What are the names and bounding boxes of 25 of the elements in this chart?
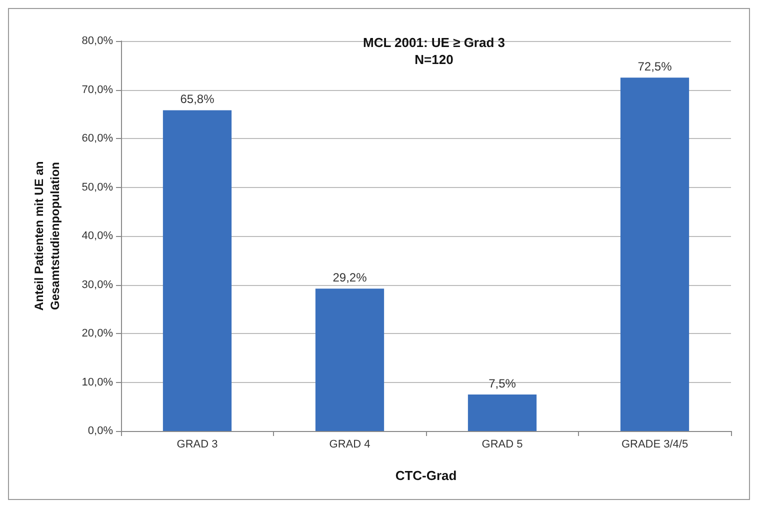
y-axis-title: Anteil Patienten mit UE an Gesamtstudienpopulation bbox=[32, 161, 62, 311]
data-label: 7,5% bbox=[488, 376, 516, 390]
data-label: 65,8% bbox=[180, 92, 215, 106]
y-tick-label: 50,0% bbox=[82, 181, 114, 194]
y-tick-label: 0,0% bbox=[88, 425, 114, 437]
data-label: 72,5% bbox=[638, 60, 672, 74]
y-tick-label: 30,0% bbox=[82, 278, 114, 291]
x-axis-title: CTC-Grad bbox=[395, 468, 457, 483]
y-tick-label: 40,0% bbox=[82, 230, 114, 242]
x-tick-label: GRAD 4 bbox=[329, 438, 370, 450]
x-tick-label: GRAD 5 bbox=[482, 438, 523, 450]
y-tick-label: 10,0% bbox=[82, 376, 114, 388]
y-tick-label: 60,0% bbox=[82, 132, 114, 144]
x-tick-label: GRADE 3/4/5 bbox=[621, 438, 688, 450]
data-label: 29,2% bbox=[332, 270, 368, 285]
y-tick-label: 20,0% bbox=[82, 328, 114, 340]
y-tick-label: 80,0% bbox=[82, 35, 114, 47]
bar bbox=[162, 110, 232, 431]
chart-title: MCL 2001: UE ≥ Grad 3 bbox=[363, 35, 505, 50]
x-tick-label: GRAD 3 bbox=[176, 438, 218, 450]
bar bbox=[315, 288, 384, 431]
bar bbox=[620, 78, 690, 431]
y-tick-label: 70,0% bbox=[82, 84, 114, 96]
text: N=120 bbox=[414, 52, 454, 67]
bar bbox=[468, 394, 537, 431]
